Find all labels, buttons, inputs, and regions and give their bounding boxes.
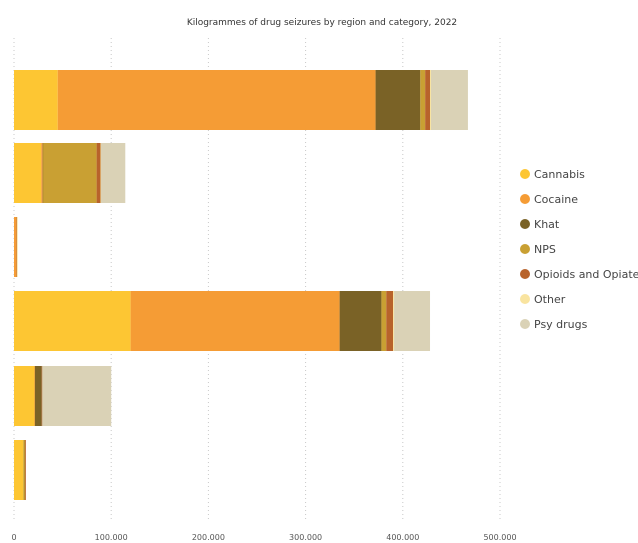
- bar-segment[interactable]: [394, 291, 431, 351]
- bar-segment[interactable]: [381, 291, 387, 351]
- bar-segment[interactable]: [425, 70, 431, 130]
- bar-segment[interactable]: [100, 143, 126, 203]
- bar-segment[interactable]: [16, 217, 18, 277]
- bar-segment[interactable]: [14, 291, 131, 351]
- legend: Cannabis Cocaine Khat NPS Opioids and Opiate…: [520, 168, 638, 331]
- legend-swatch: [520, 269, 530, 279]
- bar-segment[interactable]: [393, 291, 395, 351]
- bar-segment[interactable]: [430, 70, 431, 130]
- legend-swatch: [520, 294, 530, 304]
- bar-segment[interactable]: [339, 291, 382, 351]
- bar-segment[interactable]: [34, 366, 36, 426]
- bar-segment[interactable]: [24, 440, 26, 500]
- bar-segment[interactable]: [100, 143, 102, 203]
- legend-label: NPS: [534, 243, 556, 256]
- x-axis-ticks: 0 100.000 200.000 300.000 400.000 500.000: [11, 533, 516, 542]
- bars: [14, 70, 468, 500]
- x-tick-label: 0: [11, 533, 16, 542]
- bar-segment[interactable]: [14, 143, 42, 203]
- legend-label: Cannabis: [534, 168, 585, 181]
- x-tick-label: 200.000: [192, 533, 225, 542]
- bar-segment[interactable]: [430, 70, 468, 130]
- bar-segment[interactable]: [375, 70, 421, 130]
- legend-swatch: [520, 244, 530, 254]
- x-tick-label: 300.000: [289, 533, 322, 542]
- bar-segment[interactable]: [130, 291, 340, 351]
- bar-segment[interactable]: [96, 143, 101, 203]
- bar-segment[interactable]: [42, 143, 44, 203]
- bar-segment[interactable]: [23, 440, 25, 500]
- legend-label: Psy drugs: [534, 318, 588, 331]
- legend-swatch: [520, 219, 530, 229]
- bar-segment[interactable]: [14, 366, 35, 426]
- bar-segment[interactable]: [34, 366, 42, 426]
- bar-segment[interactable]: [43, 143, 97, 203]
- legend-label: Opioids and Opiates: [534, 268, 638, 281]
- bar-segment[interactable]: [41, 366, 43, 426]
- bar-segment[interactable]: [57, 70, 376, 130]
- bar-segment[interactable]: [14, 217, 17, 277]
- bar-segment[interactable]: [41, 143, 43, 203]
- chart-title: Kilogrammes of drug seizures by region a…: [187, 18, 457, 28]
- bar-segment[interactable]: [386, 291, 394, 351]
- legend-swatch: [520, 319, 530, 329]
- bar-segment[interactable]: [16, 217, 18, 277]
- bar-segment[interactable]: [42, 366, 112, 426]
- legend-swatch: [520, 169, 530, 179]
- bar-segment[interactable]: [14, 440, 24, 500]
- bar-segment[interactable]: [25, 440, 26, 500]
- legend-swatch: [520, 194, 530, 204]
- bar-segment[interactable]: [14, 70, 58, 130]
- legend-label: Cocaine: [534, 193, 578, 206]
- x-tick-label: 100.000: [95, 533, 128, 542]
- x-tick-label: 400.000: [386, 533, 419, 542]
- x-tick-label: 500.000: [483, 533, 516, 542]
- legend-label: Other: [534, 293, 566, 306]
- bar-segment[interactable]: [420, 70, 426, 130]
- legend-label: Khat: [534, 218, 560, 231]
